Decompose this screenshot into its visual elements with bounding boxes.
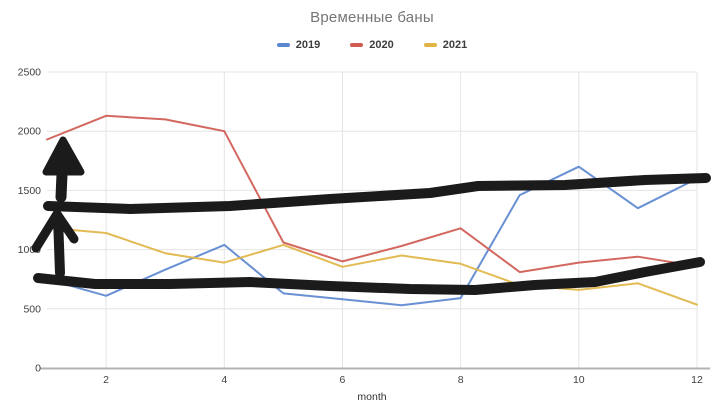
annotation-hand-drawn-line-lower [33, 257, 705, 295]
x-tick-label-10: 10 [573, 374, 585, 386]
y-tick-label-500: 500 [23, 303, 41, 315]
legend-item-2019: 2019 [276, 39, 321, 51]
annotation-up-arrow-head-2 [31, 209, 79, 253]
chart-legend: 2019 2020 2021 [47, 39, 697, 51]
legend-item-2021: 2021 [423, 39, 468, 51]
x-tick-label-8: 8 [458, 374, 464, 386]
x-tick-label-12: 12 [691, 374, 703, 386]
chart-title: Временные баны [310, 9, 434, 26]
x-tick-label-6: 6 [340, 374, 346, 386]
annotation-up-arrow-head-1 [42, 136, 85, 176]
x-tick-label-4: 4 [221, 374, 227, 386]
legend-swatch-2020 [350, 43, 364, 47]
x-tick-label-2: 2 [103, 374, 109, 386]
y-tick-label-1500: 1500 [18, 185, 42, 197]
series-line-2020 [46, 114, 698, 274]
x-axis-title: month [357, 391, 387, 403]
series-line-2021 [46, 226, 698, 306]
legend-swatch-2021 [423, 43, 437, 47]
y-tick-label-2000: 2000 [18, 126, 42, 138]
y-tick-label-0: 0 [35, 363, 41, 375]
legend-item-2020: 2020 [350, 39, 394, 51]
legend-label-2021: 2021 [442, 39, 468, 51]
annotation-up-arrow-shaft-2 [53, 213, 65, 278]
legend-label-2019: 2019 [295, 39, 321, 51]
legend-swatch-2019 [276, 43, 290, 47]
legend-label-2020: 2020 [369, 39, 394, 51]
series-line-2019 [46, 165, 698, 307]
annotation-hand-drawn-line-upper [43, 173, 711, 214]
y-tick-label-2500: 2500 [18, 67, 42, 79]
